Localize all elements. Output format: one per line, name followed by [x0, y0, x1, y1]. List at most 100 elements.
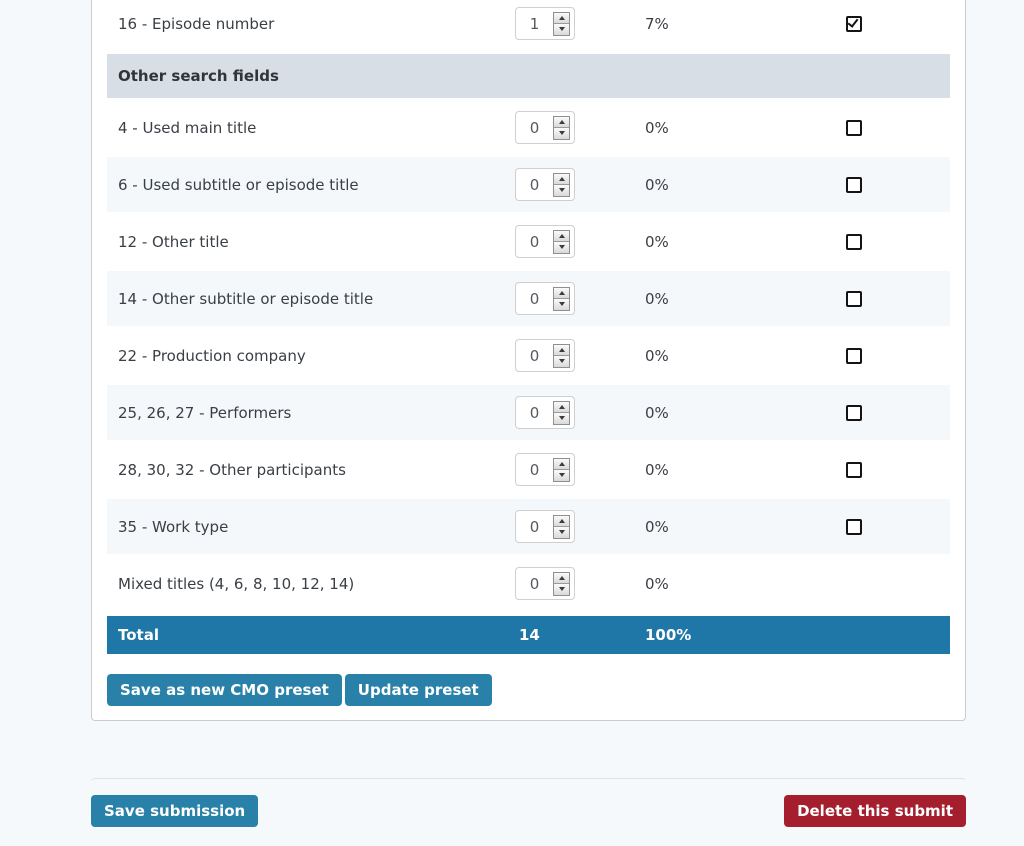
number-spinner	[553, 457, 570, 482]
number-input[interactable]: 0	[515, 510, 575, 543]
number-input[interactable]: 0	[515, 225, 575, 258]
row-checkbox[interactable]	[845, 233, 862, 250]
table-row: 25, 26, 27 - Performers 0 0%	[107, 385, 950, 440]
row-checkbox[interactable]	[845, 119, 862, 136]
arrow-up-icon	[558, 575, 565, 580]
number-spinner	[553, 115, 570, 140]
number-spinner	[553, 286, 570, 311]
arrow-down-icon	[558, 587, 565, 592]
spin-down-button[interactable]	[554, 356, 569, 367]
spin-up-button[interactable]	[554, 173, 569, 185]
number-input[interactable]: 0	[515, 111, 575, 144]
row-label: 4 - Used main title	[118, 118, 257, 137]
row-checkbox-cell	[807, 15, 900, 32]
delete-this-submit-button[interactable]: Delete this submit	[784, 795, 966, 827]
table-row: 14 - Other subtitle or episode title 0 0…	[107, 271, 950, 326]
row-checkbox-cell	[807, 461, 900, 478]
total-percent: 100%	[645, 626, 692, 644]
spin-down-button[interactable]	[554, 413, 569, 424]
row-checkbox-cell	[807, 233, 900, 250]
save-submission-button[interactable]: Save submission	[91, 795, 259, 827]
arrow-up-icon	[558, 176, 565, 181]
number-spinner	[553, 400, 570, 425]
table-row: 12 - Other title 0 0%	[107, 214, 950, 269]
row-label: 14 - Other subtitle or episode title	[118, 289, 374, 308]
total-row: Total 14 100%	[107, 616, 950, 654]
spin-up-button[interactable]	[554, 572, 569, 584]
row-checkbox[interactable]	[845, 461, 862, 478]
arrow-down-icon	[558, 416, 565, 421]
row-label: 35 - Work type	[118, 517, 229, 536]
number-input[interactable]: 0	[515, 396, 575, 429]
arrow-down-icon	[558, 27, 565, 32]
spin-up-button[interactable]	[554, 230, 569, 242]
row-percent: 0%	[645, 289, 669, 308]
number-spinner	[553, 514, 570, 539]
row-percent: 7%	[645, 14, 669, 33]
number-input[interactable]: 0	[515, 567, 575, 600]
spin-up-button[interactable]	[554, 287, 569, 299]
spin-down-button[interactable]	[554, 242, 569, 253]
number-input-value: 0	[529, 289, 540, 308]
arrow-up-icon	[558, 15, 565, 20]
row-checkbox-cell	[807, 347, 900, 364]
number-spinner	[553, 343, 570, 368]
search-fields-panel: 16 - Episode number 1 7% Other search fi…	[91, 0, 966, 721]
update-preset-button[interactable]: Update preset	[344, 674, 492, 706]
spin-up-button[interactable]	[554, 344, 569, 356]
number-input-value: 0	[529, 118, 540, 137]
row-input-cell: 0	[515, 111, 645, 144]
row-input-cell: 0	[515, 339, 645, 372]
spin-down-button[interactable]	[554, 128, 569, 139]
spin-down-button[interactable]	[554, 299, 569, 310]
spin-up-button[interactable]	[554, 515, 569, 527]
spin-down-button[interactable]	[554, 470, 569, 481]
row-percent: 0%	[645, 574, 669, 593]
number-input[interactable]: 0	[515, 453, 575, 486]
spin-up-button[interactable]	[554, 401, 569, 413]
table-row: 4 - Used main title 0 0%	[107, 100, 950, 155]
table-row: 28, 30, 32 - Other participants 0 0%	[107, 442, 950, 497]
number-spinner	[553, 571, 570, 596]
arrow-down-icon	[558, 245, 565, 250]
row-checkbox[interactable]	[845, 176, 862, 193]
spin-down-button[interactable]	[554, 584, 569, 595]
row-input-cell: 0	[515, 453, 645, 486]
spin-up-button[interactable]	[554, 12, 569, 24]
arrow-down-icon	[558, 302, 565, 307]
spin-down-button[interactable]	[554, 24, 569, 35]
spin-down-button[interactable]	[554, 185, 569, 196]
number-input-value: 0	[529, 460, 540, 479]
number-input[interactable]: 0	[515, 339, 575, 372]
number-input[interactable]: 1	[515, 7, 575, 40]
number-input[interactable]: 0	[515, 168, 575, 201]
row-label: Mixed titles (4, 6, 8, 10, 12, 14)	[118, 574, 355, 593]
table-row: 6 - Used subtitle or episode title 0 0%	[107, 157, 950, 212]
spin-up-button[interactable]	[554, 458, 569, 470]
search-fields-table: 16 - Episode number 1 7% Other search fi…	[107, 0, 950, 611]
row-checkbox-cell	[807, 518, 900, 535]
row-input-cell: 0	[515, 567, 645, 600]
arrow-down-icon	[558, 131, 565, 136]
number-input-value: 0	[529, 232, 540, 251]
arrow-up-icon	[558, 119, 565, 124]
number-spinner	[553, 172, 570, 197]
save-as-new-cmo-preset-button[interactable]: Save as new CMO preset	[107, 674, 342, 706]
row-input-cell: 0	[515, 282, 645, 315]
row-checkbox[interactable]	[845, 518, 862, 535]
table-row: Mixed titles (4, 6, 8, 10, 12, 14) 0 0%	[107, 556, 950, 611]
arrow-up-icon	[558, 233, 565, 238]
spin-down-button[interactable]	[554, 527, 569, 538]
row-checkbox[interactable]	[845, 347, 862, 364]
number-input-value: 0	[529, 574, 540, 593]
row-checkbox[interactable]	[845, 290, 862, 307]
row-checkbox[interactable]	[845, 15, 862, 32]
number-input[interactable]: 0	[515, 282, 575, 315]
row-checkbox-cell	[807, 290, 900, 307]
spin-up-button[interactable]	[554, 116, 569, 128]
total-label: Total	[118, 626, 159, 644]
number-input-value: 0	[529, 517, 540, 536]
row-checkbox[interactable]	[845, 404, 862, 421]
row-percent: 0%	[645, 232, 669, 251]
table-row: 22 - Production company 0 0%	[107, 328, 950, 383]
